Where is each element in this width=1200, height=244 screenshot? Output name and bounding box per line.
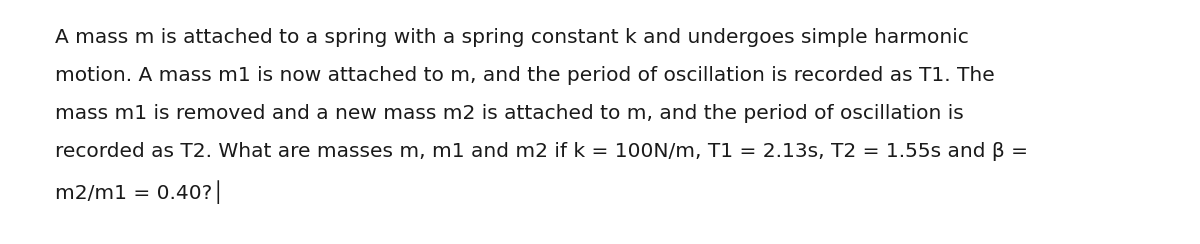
Text: mass m1 is removed and a new mass m2 is attached to m, and the period of oscilla: mass m1 is removed and a new mass m2 is … bbox=[55, 104, 964, 123]
Text: recorded as T2. What are masses m, m1 and m2 if k = 100N/m, T1 = 2.13s, T2 = 1.5: recorded as T2. What are masses m, m1 an… bbox=[55, 142, 1028, 161]
Text: A mass m is attached to a spring with a spring constant k and undergoes simple h: A mass m is attached to a spring with a … bbox=[55, 28, 968, 47]
Text: m2/m1 = 0.40?│: m2/m1 = 0.40?│ bbox=[55, 180, 224, 204]
Text: motion. A mass m1 is now attached to m, and the period of oscillation is recorde: motion. A mass m1 is now attached to m, … bbox=[55, 66, 995, 85]
